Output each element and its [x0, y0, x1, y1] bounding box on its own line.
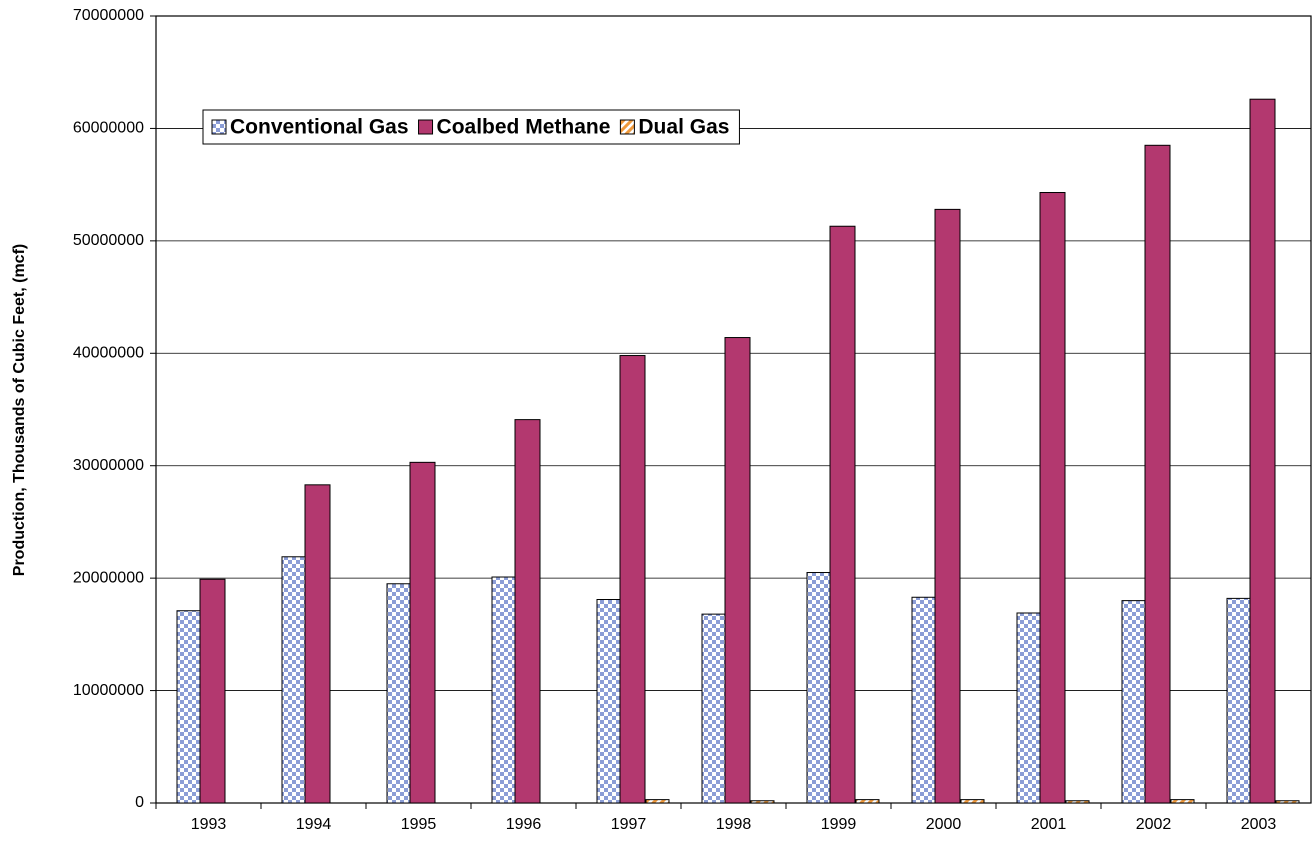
bar	[199, 578, 226, 804]
legend-swatch	[418, 119, 434, 135]
bar	[724, 337, 751, 804]
y-tick-label: 50000000	[73, 232, 144, 249]
legend-label: Coalbed Methane	[437, 116, 611, 139]
bar	[934, 208, 961, 804]
legend-label: Conventional Gas	[230, 116, 409, 139]
y-tick-label: 10000000	[73, 682, 144, 699]
legend-swatch	[619, 119, 635, 135]
x-tick-label: 2000	[926, 816, 962, 833]
x-tick-label: 1996	[506, 816, 542, 833]
bar	[281, 556, 306, 804]
x-tick-label: 1993	[191, 816, 227, 833]
bar	[645, 799, 670, 804]
bar	[1275, 800, 1300, 804]
x-tick-label: 1995	[401, 816, 437, 833]
x-tick-label: 1997	[611, 816, 647, 833]
bar	[911, 596, 936, 804]
bar	[386, 583, 411, 804]
y-tick-label: 30000000	[73, 457, 144, 474]
legend-label: Dual Gas	[638, 116, 729, 139]
bar	[806, 572, 831, 804]
y-tick-label: 70000000	[73, 7, 144, 24]
bar	[701, 613, 726, 804]
bar	[1121, 600, 1146, 804]
y-tick-label: 60000000	[73, 120, 144, 137]
bar	[596, 599, 621, 804]
bar	[1065, 800, 1090, 804]
bar	[409, 461, 436, 804]
bar	[855, 799, 880, 804]
bar	[960, 799, 985, 804]
x-tick-label: 2002	[1136, 816, 1172, 833]
x-tick-label: 1999	[821, 816, 857, 833]
bar	[829, 225, 856, 804]
y-tick-label: 0	[135, 794, 144, 811]
bar	[1226, 597, 1251, 804]
legend-swatch	[211, 119, 227, 135]
bar	[1144, 144, 1171, 804]
bar	[1249, 98, 1276, 804]
x-tick-label: 2003	[1241, 816, 1277, 833]
bar	[1016, 612, 1041, 804]
bar	[514, 419, 541, 804]
bar	[176, 610, 201, 804]
bar	[750, 800, 775, 804]
legend-box	[202, 109, 740, 145]
bar	[619, 355, 646, 804]
bar	[304, 484, 331, 804]
x-tick-label: 2001	[1031, 816, 1067, 833]
x-tick-label: 1994	[296, 816, 332, 833]
y-tick-label: 20000000	[73, 569, 144, 586]
y-tick-label: 40000000	[73, 345, 144, 362]
y-axis-title: Production, Thousands of Cubic Feet, (mc…	[11, 244, 28, 576]
legend: Conventional Gas Coalbed Methane Dual Gas	[202, 109, 740, 145]
x-tick-label: 1998	[716, 816, 752, 833]
bar	[491, 576, 516, 804]
bar	[1170, 799, 1195, 804]
bar	[1039, 192, 1066, 804]
